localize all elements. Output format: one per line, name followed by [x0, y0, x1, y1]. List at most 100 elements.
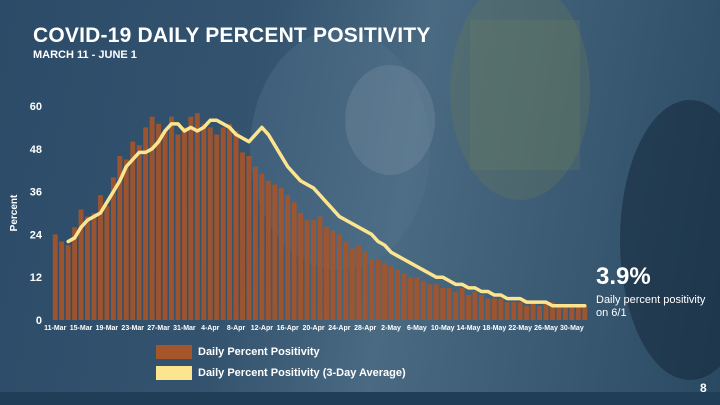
x-tick-label-2-May: 2-May — [381, 325, 401, 332]
bar-53 — [395, 270, 400, 320]
bar-74 — [530, 302, 536, 320]
bar-43 — [330, 230, 336, 320]
bar-25 — [214, 134, 220, 320]
bar-80 — [569, 305, 575, 320]
bar-76 — [543, 302, 549, 320]
bar-67 — [485, 298, 491, 320]
line-layer — [66, 118, 587, 308]
bar-26 — [220, 127, 226, 321]
bar-47 — [356, 245, 362, 320]
bar-18 — [169, 116, 174, 320]
bar-38 — [298, 213, 304, 320]
bar-77 — [550, 302, 555, 320]
bar-0 — [52, 234, 58, 320]
bar-30 — [246, 155, 252, 320]
bar-16 — [156, 123, 162, 320]
bar-49 — [369, 259, 375, 320]
bar-73 — [524, 305, 530, 320]
bar-54 — [401, 273, 407, 320]
callout-text: Daily percent positivity on 6/1 — [596, 294, 706, 319]
x-tick-label-14-May: 14-May — [457, 325, 481, 332]
bar-58 — [427, 284, 433, 320]
bar-22 — [194, 113, 200, 320]
callout-value: 3.9% — [596, 263, 651, 290]
bar-40 — [311, 220, 316, 320]
bar-82 — [582, 306, 588, 320]
x-tick-label-6-May: 6-May — [407, 325, 427, 332]
x-tick-label-22-May: 22-May — [508, 325, 532, 332]
legend-item-bars: Daily Percent Positivity — [156, 345, 320, 359]
bar-75 — [537, 305, 543, 320]
bar-44 — [336, 234, 342, 320]
x-tick-label-10-May: 10-May — [431, 325, 455, 332]
bar-72 — [517, 302, 523, 320]
x-tick-label-20-Apr: 20-Apr — [302, 325, 324, 332]
bar-61 — [446, 287, 452, 320]
bar-23 — [201, 123, 207, 320]
series-line-3day-average — [66, 118, 587, 308]
bar-50 — [375, 259, 381, 320]
bar-11 — [123, 159, 129, 320]
bar-15 — [149, 116, 155, 320]
x-tick-label-30-May: 30-May — [560, 325, 584, 332]
bar-68 — [491, 298, 497, 320]
x-tick-label-12-Apr: 12-Apr — [251, 325, 273, 332]
bar-8 — [104, 205, 110, 320]
bar-19 — [175, 134, 181, 320]
x-tick-label-24-Apr: 24-Apr — [328, 325, 350, 332]
y-tick-label-60: 60 — [30, 101, 42, 113]
x-tick-label-8-Apr: 8-Apr — [227, 325, 246, 332]
bar-4 — [78, 209, 84, 320]
y-tick-label-0: 0 — [36, 315, 42, 327]
bar-13 — [136, 145, 142, 320]
bar-2 — [65, 245, 71, 320]
bar-3 — [72, 227, 78, 320]
bar-17 — [162, 130, 168, 320]
bar-39 — [304, 220, 310, 320]
y-tick-label-12: 12 — [30, 272, 42, 284]
slide-subtitle: MARCH 11 - JUNE 1 — [33, 49, 137, 61]
bar-51 — [382, 262, 388, 320]
bar-29 — [240, 152, 245, 320]
bar-6 — [91, 213, 97, 320]
bar-48 — [362, 252, 368, 320]
slide-title: COVID-19 DAILY PERCENT POSITIVITY — [33, 24, 431, 47]
bar-69 — [498, 298, 504, 320]
legend-swatch-bars — [156, 345, 192, 359]
y-tick-label-36: 36 — [30, 187, 42, 199]
x-tick-label-16-Apr: 16-Apr — [277, 325, 299, 332]
bar-52 — [388, 266, 394, 320]
bar-1 — [59, 241, 65, 320]
bar-31 — [252, 166, 258, 320]
bar-62 — [453, 291, 459, 320]
bar-79 — [562, 305, 568, 320]
bar-36 — [285, 195, 291, 320]
bar-55 — [407, 277, 413, 320]
bar-9 — [110, 177, 116, 320]
legend-label-line: Daily Percent Positivity (3-Day Average) — [198, 367, 406, 379]
bar-37 — [291, 202, 297, 320]
bar-81 — [575, 305, 581, 320]
bars-layer — [52, 113, 588, 321]
bar-20 — [181, 127, 187, 321]
bar-10 — [117, 155, 123, 320]
x-tick-label-27-Mar: 27-Mar — [147, 325, 170, 332]
bar-32 — [259, 173, 265, 320]
bar-78 — [556, 305, 562, 320]
bar-33 — [265, 180, 271, 320]
bar-45 — [343, 241, 349, 320]
x-tick-label-15-Mar: 15-Mar — [70, 325, 93, 332]
bar-24 — [207, 127, 213, 321]
bar-21 — [188, 116, 194, 320]
x-tick-label-26-May: 26-May — [534, 325, 558, 332]
bar-65 — [472, 291, 478, 320]
bar-5 — [85, 216, 90, 320]
bar-35 — [278, 188, 284, 320]
bar-12 — [130, 141, 136, 320]
bar-46 — [349, 248, 355, 320]
page-number: 8 — [700, 381, 707, 395]
x-tick-label-31-Mar: 31-Mar — [173, 325, 196, 332]
y-tick-label-48: 48 — [30, 144, 42, 156]
